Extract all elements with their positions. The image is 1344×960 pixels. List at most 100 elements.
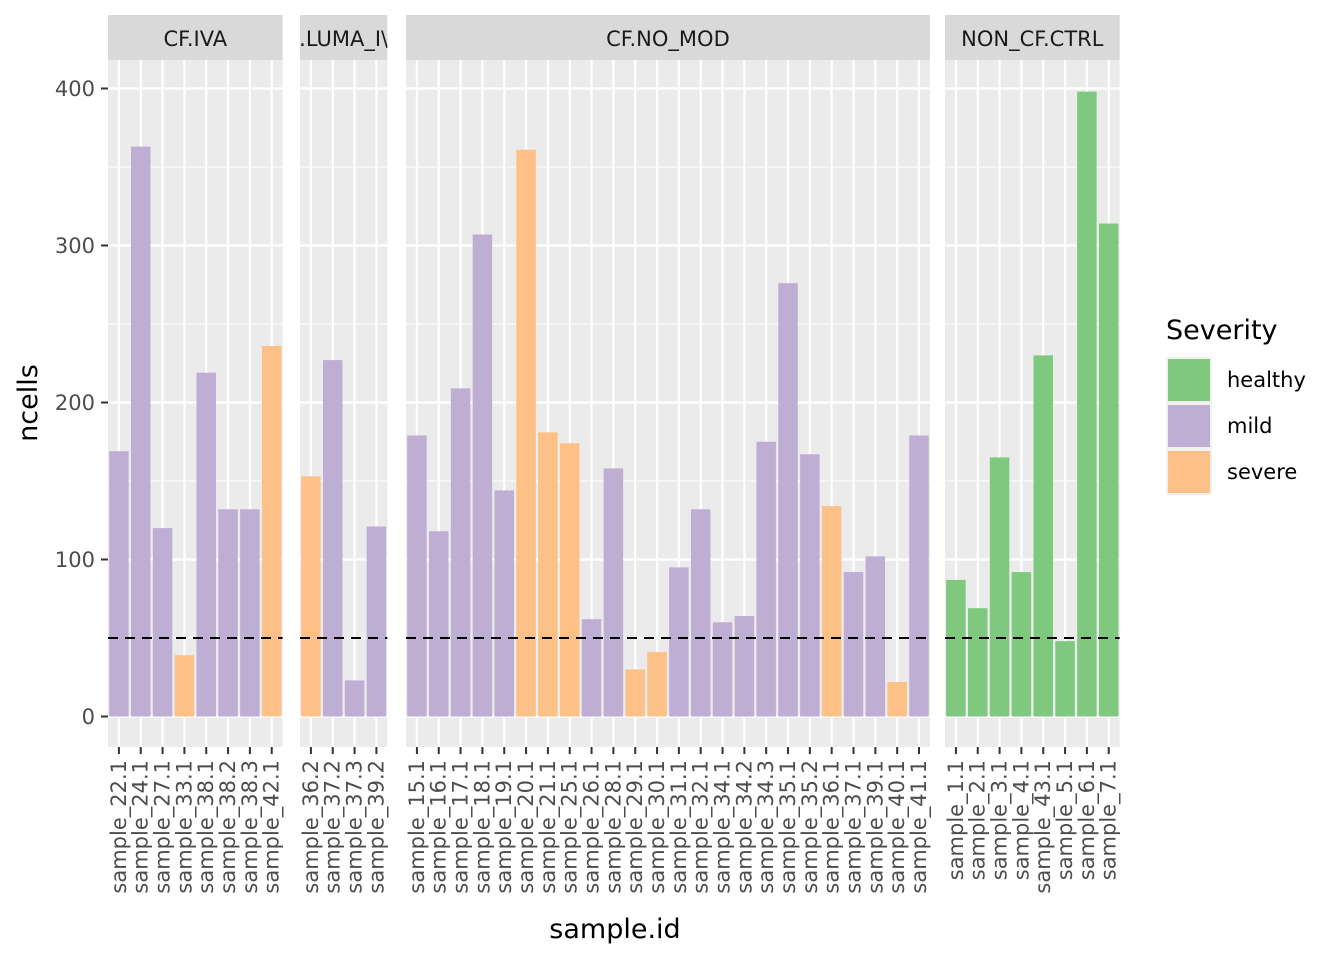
- bar-sample_35.2: [800, 454, 820, 717]
- x-tick-label: sample_7.1: [1097, 760, 1122, 880]
- bar-sample_18.1: [472, 234, 493, 717]
- facet-panel: CF.IVAsample_22.1sample_24.1sample_27.1s…: [107, 15, 285, 894]
- x-tick-label: sample_41.1: [907, 760, 932, 894]
- y-tick-label: 300: [55, 234, 95, 258]
- x-tick-label: sample_28.1: [601, 760, 626, 894]
- bar-sample_34.1: [712, 622, 733, 717]
- bar-sample_25.1: [559, 443, 580, 717]
- bar-sample_32.1: [690, 509, 711, 717]
- bar-sample_39.2: [366, 526, 387, 717]
- x-tick-label: sample_29.1: [623, 760, 648, 894]
- bar-sample_20.1: [516, 149, 536, 717]
- x-tick-label: sample_30.1: [645, 760, 670, 894]
- x-tick-label: sample_6.1: [1075, 760, 1100, 880]
- bar-sample_26.1: [581, 619, 602, 717]
- y-tick-label: 200: [55, 391, 95, 415]
- bar-sample_27.1: [152, 528, 173, 717]
- x-tick-label: sample_18.1: [470, 760, 495, 894]
- facet-strip-label: .LUMA_I\: [299, 27, 389, 52]
- x-tick-label: sample_15.1: [405, 760, 430, 894]
- x-tick-label: sample_22.1: [107, 760, 132, 894]
- x-tick-label: sample_37.3: [343, 760, 368, 894]
- bar-sample_30.1: [647, 652, 667, 717]
- bar-sample_17.1: [450, 388, 471, 717]
- bar-sample_22.1: [109, 451, 129, 717]
- facet-strip-label: CF.NO_MOD: [606, 27, 730, 52]
- x-tick-label: sample_27.1: [151, 760, 176, 894]
- facet-panel: .LUMA_I\ sample_36.2sample_37.2sample_37.…: [299, 15, 389, 894]
- facet-strip: [406, 15, 930, 60]
- bar-sample_36.2: [301, 476, 321, 717]
- bar-sample_19.1: [494, 490, 514, 717]
- x-tick-label: sample_17.1: [449, 760, 474, 894]
- x-tick-label: sample_34.3: [754, 760, 779, 894]
- bar-sample_3.1: [989, 457, 1010, 717]
- facet-panel: CF.NO_MOD sample_15.1sample_16.1sample_17…: [405, 15, 932, 894]
- x-tick-label: sample_38.1: [194, 760, 219, 894]
- x-tick-label: sample_2.1: [966, 760, 991, 880]
- x-tick-label: sample_34.2: [732, 760, 757, 894]
- x-tick-label: sample_20.1: [514, 760, 539, 894]
- x-tick-label: sample_24.1: [129, 760, 154, 894]
- bar-sample_7.1: [1098, 223, 1119, 717]
- legend-label-mild: mild: [1227, 414, 1272, 438]
- x-tick-label: sample_5.1: [1053, 760, 1078, 880]
- legend-swatch-severe: [1168, 451, 1210, 493]
- bar-sample_6.1: [1077, 91, 1097, 717]
- bar-sample_15.1: [407, 435, 427, 717]
- bar-sample_42.1: [261, 345, 282, 717]
- x-axis-title: sample.id: [549, 914, 680, 945]
- bar-sample_39.1: [865, 556, 886, 717]
- x-tick-label: sample_34.1: [711, 760, 736, 894]
- bar-sample_38.1: [196, 372, 216, 717]
- bar-sample_35.1: [778, 283, 798, 717]
- facet-panel: NON_CF.CTRL sample_1.1sample_2.1sample_3.…: [944, 15, 1122, 894]
- x-tick-label: sample_21.1: [536, 760, 561, 894]
- x-tick-label: sample_37.1: [842, 760, 867, 894]
- x-tick-label: sample_4.1: [1009, 760, 1034, 880]
- legend-swatch-mild: [1168, 405, 1210, 447]
- facet-strip-label: CF.IVA: [163, 27, 227, 51]
- x-tick-label: sample_26.1: [580, 760, 605, 894]
- bar-sample_34.2: [734, 616, 755, 717]
- x-tick-label: sample_32.1: [689, 760, 714, 894]
- x-tick-label: sample_31.1: [667, 760, 692, 894]
- bar-sample_2.1: [967, 608, 988, 717]
- bar-sample_16.1: [428, 531, 449, 717]
- bar-sample_40.1: [887, 681, 907, 717]
- x-tick-label: sample_42.1: [260, 760, 285, 894]
- legend-title: Severity: [1166, 315, 1278, 346]
- x-tick-label: sample_1.1: [944, 760, 969, 880]
- y-tick-label: 100: [55, 548, 95, 572]
- x-tick-label: sample_38.2: [216, 760, 241, 894]
- bar-sample_29.1: [625, 669, 645, 717]
- y-axis: 0 100 200 300 400: [55, 77, 108, 729]
- x-tick-label: sample_43.1: [1031, 760, 1056, 894]
- bar-sample_4.1: [1011, 572, 1032, 717]
- legend-label-healthy: healthy: [1227, 368, 1306, 392]
- bar-sample_38.3: [240, 509, 260, 717]
- bar-sample_1.1: [946, 579, 966, 717]
- bar-sample_31.1: [669, 567, 689, 717]
- x-tick-label: sample_39.1: [863, 760, 888, 894]
- x-tick-label: sample_38.3: [238, 760, 263, 894]
- bar-sample_37.2: [322, 360, 343, 717]
- bar-sample_38.2: [218, 509, 238, 717]
- x-tick-label: sample_36.1: [820, 760, 845, 894]
- bar-sample_33.1: [174, 655, 195, 717]
- x-tick-label: sample_19.1: [492, 760, 517, 894]
- bar-sample_24.1: [130, 146, 151, 717]
- y-axis-title: ncells: [13, 364, 44, 442]
- legend-swatch-healthy: [1168, 359, 1210, 401]
- legend: Severity healthy mild severe: [1166, 315, 1306, 495]
- x-tick-label: sample_16.1: [427, 760, 452, 894]
- x-tick-label: sample_33.1: [172, 760, 197, 894]
- bar-sample_5.1: [1055, 641, 1075, 717]
- facet-panels: CF.IVAsample_22.1sample_24.1sample_27.1s…: [107, 15, 1122, 894]
- bar-sample_36.1: [821, 506, 842, 717]
- bar-sample_21.1: [538, 432, 558, 717]
- x-tick-label: sample_36.2: [299, 760, 324, 894]
- facet-strip: [300, 15, 388, 60]
- x-tick-label: sample_3.1: [988, 760, 1013, 880]
